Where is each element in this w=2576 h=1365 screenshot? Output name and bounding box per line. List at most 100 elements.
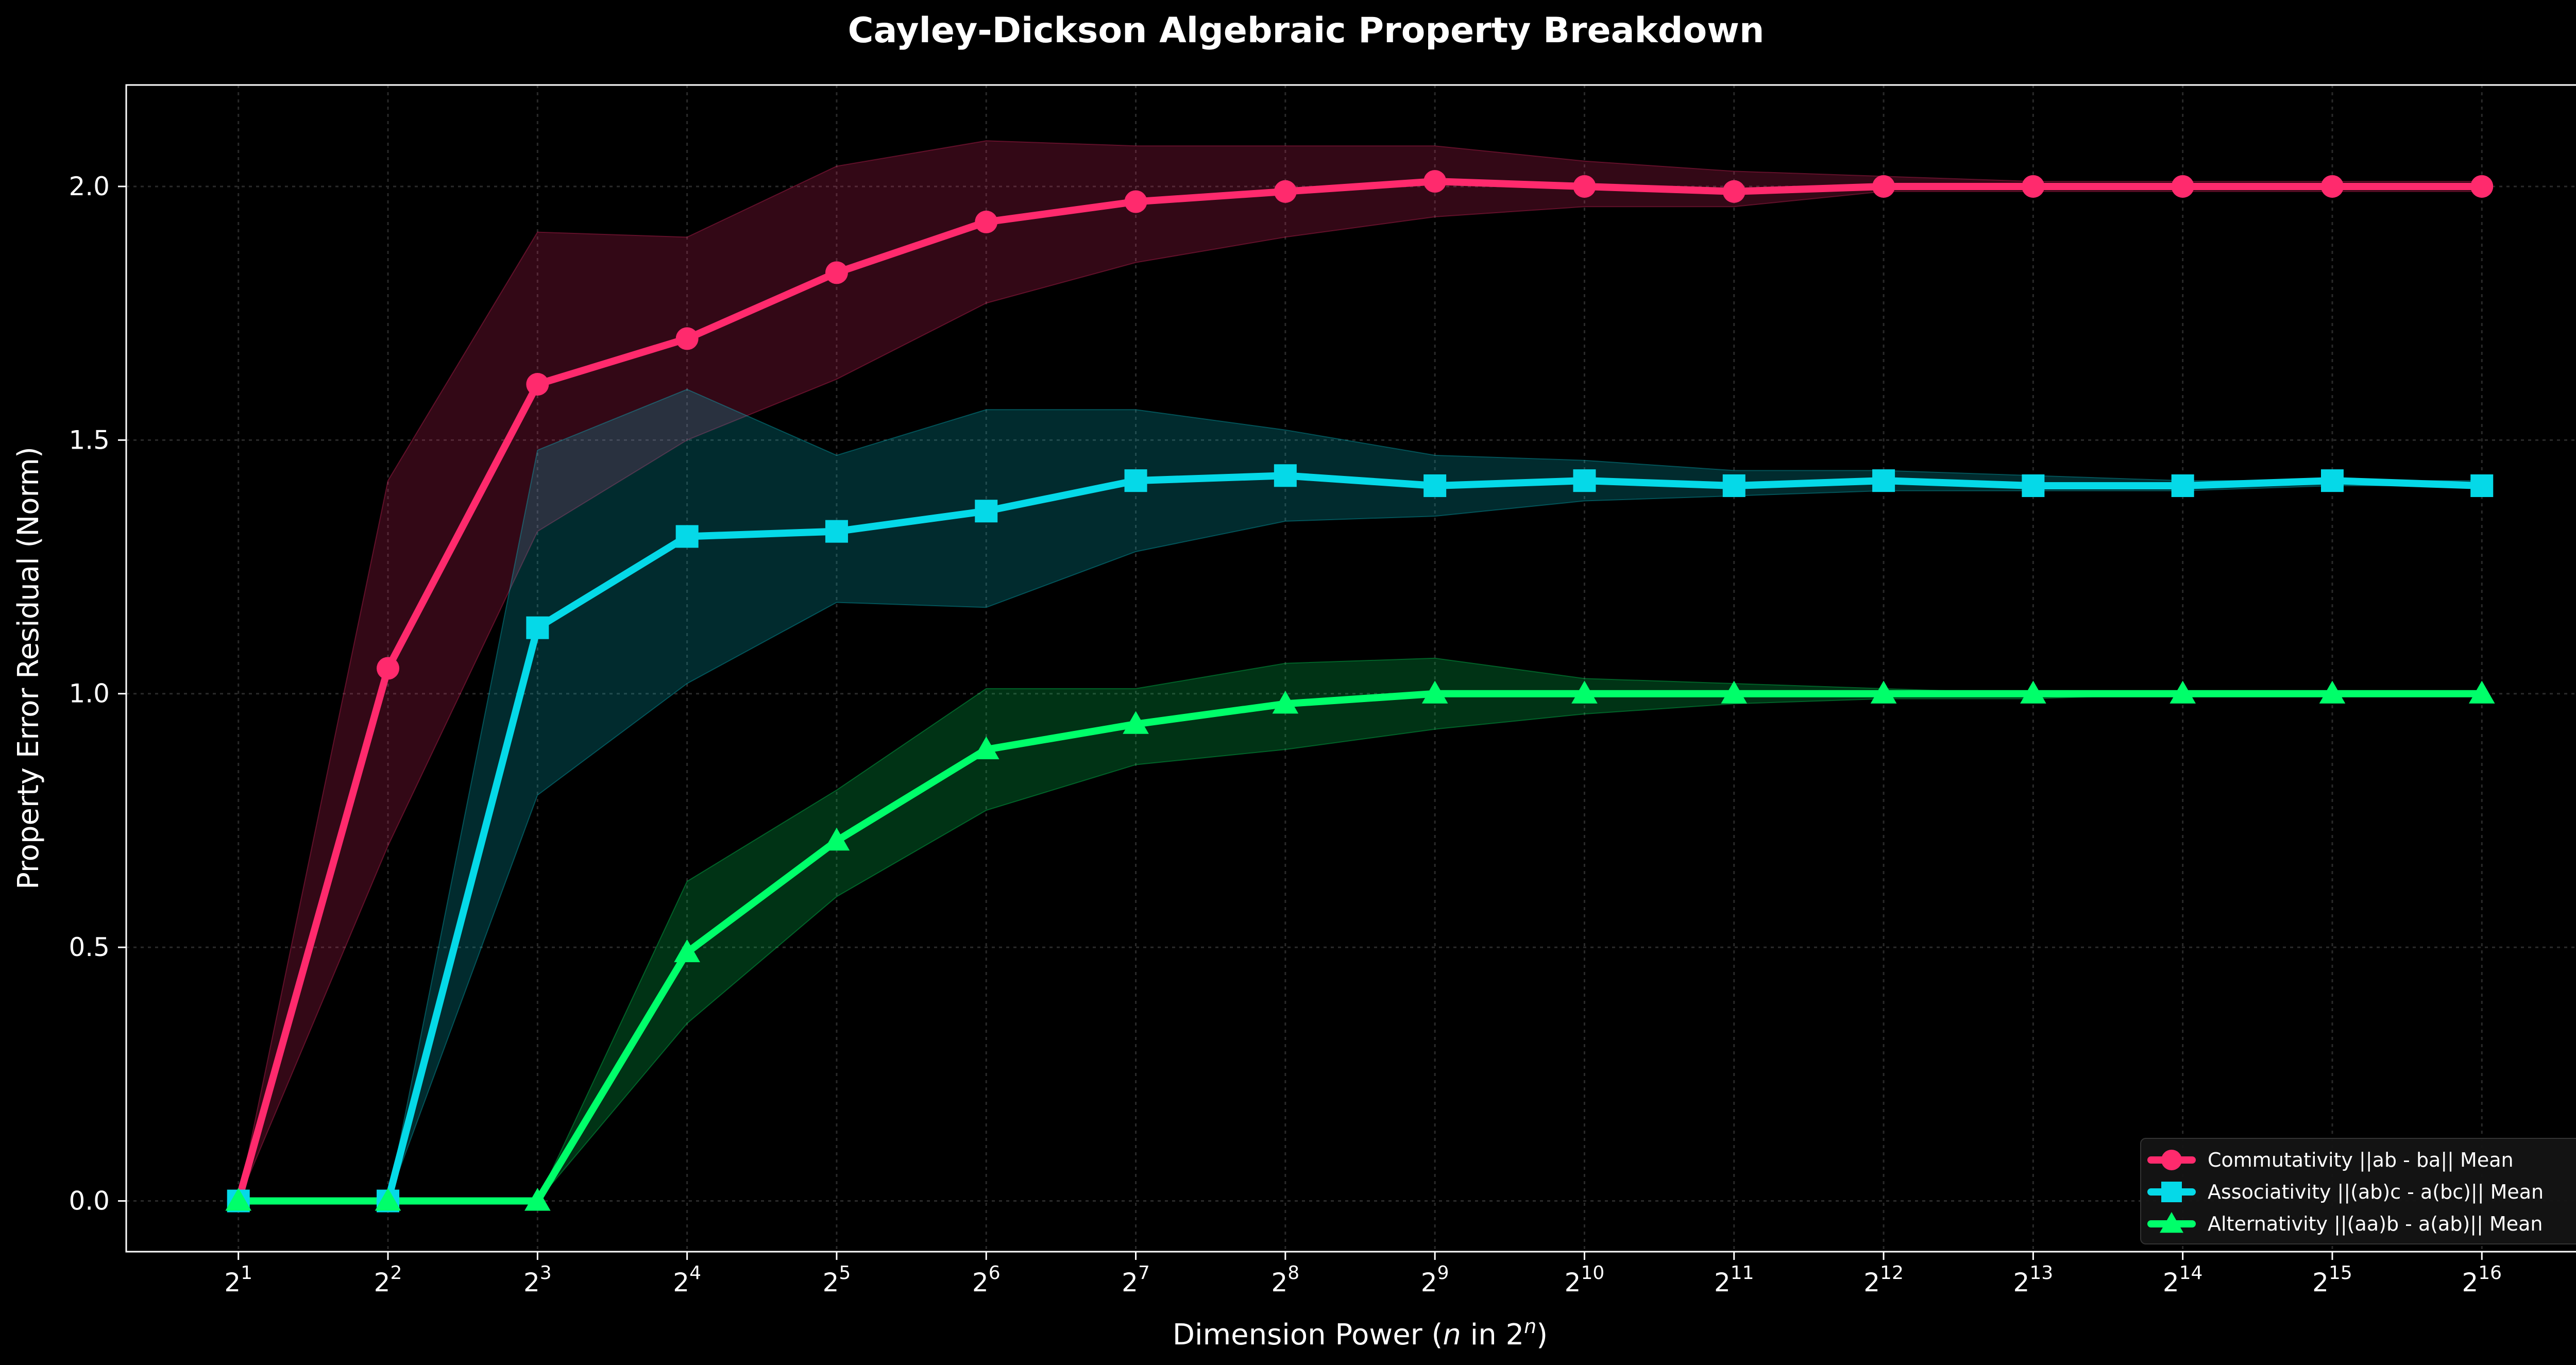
x-tick-label: 28 xyxy=(1271,1262,1299,1298)
commutativity-point xyxy=(825,261,848,284)
commutativity-point xyxy=(1722,180,1745,203)
associativity-point xyxy=(825,520,848,543)
x-tick-base: 2 xyxy=(2312,1268,2329,1298)
x-tick-exponent: 3 xyxy=(540,1262,552,1284)
x-tick-base: 2 xyxy=(1271,1268,1287,1298)
plot-frame xyxy=(125,84,2576,1253)
associativity-point xyxy=(675,525,699,548)
associativity-point xyxy=(1722,474,1745,497)
x-tick-label: 29 xyxy=(1421,1262,1449,1298)
alternativity-point xyxy=(375,1188,401,1211)
x-tick-label: 25 xyxy=(823,1262,851,1298)
alternativity-point xyxy=(2319,680,2346,704)
x-tick-base: 2 xyxy=(2163,1268,2179,1298)
x-tick-exponent: 7 xyxy=(1138,1262,1150,1284)
associativity-point xyxy=(1274,464,1297,487)
associativity-point xyxy=(1573,469,1596,492)
x-tick-base: 2 xyxy=(1122,1268,1138,1298)
x-tick-label: 24 xyxy=(673,1262,701,1298)
commutativity-point xyxy=(975,210,998,233)
x-tick-base: 2 xyxy=(2013,1268,2030,1298)
x-tick-base: 2 xyxy=(523,1268,540,1298)
x-tick-base: 2 xyxy=(972,1268,989,1298)
commutativity-point xyxy=(1423,170,1447,193)
x-axis-label: Dimension Power (n in 2n) xyxy=(1173,1315,1548,1352)
x-tick-label: 215 xyxy=(2312,1262,2352,1298)
y-tick-label: 0.5 xyxy=(69,932,110,962)
x-tick-exponent: 4 xyxy=(689,1262,701,1284)
x-tick-label: 212 xyxy=(1863,1262,1904,1298)
x-axis-label-start: Dimension Power ( xyxy=(1173,1318,1443,1352)
y-tick-label: 2.0 xyxy=(69,172,110,201)
x-tick-base: 2 xyxy=(2462,1268,2478,1298)
x-tick-base: 2 xyxy=(1863,1268,1880,1298)
associativity-point xyxy=(975,500,998,523)
commutativity-line xyxy=(234,178,2486,1205)
commutativity-point xyxy=(1274,180,1297,203)
alternativity-point xyxy=(2170,680,2196,704)
x-tick-label: 23 xyxy=(523,1262,552,1298)
x-tick-exponent: 12 xyxy=(1880,1262,1904,1284)
associativity-point xyxy=(526,616,549,639)
associativity-line xyxy=(234,472,2486,1205)
x-tick-exponent: 9 xyxy=(1437,1262,1449,1284)
x-tick-exponent: 2 xyxy=(390,1262,402,1284)
commutativity-point xyxy=(2171,175,2194,198)
chart-title: Cayley-Dickson Algebraic Property Breakd… xyxy=(848,10,1765,51)
x-tick-base: 2 xyxy=(1421,1268,1437,1298)
alternativity-point xyxy=(823,828,850,851)
x-tick-base: 2 xyxy=(673,1268,689,1298)
commutativity-point xyxy=(2022,175,2045,198)
associativity-legend-marker xyxy=(2161,1182,2182,1202)
alternativity-point xyxy=(225,1188,252,1211)
legend-box xyxy=(2140,1138,2576,1244)
alternativity-point xyxy=(1870,680,1897,704)
series-lines xyxy=(234,178,2486,1205)
legend: Commutativity ||ab - ba|| Mean Associativ… xyxy=(2140,1138,2576,1244)
y-axis-ticks: 0.0 0.5 1.0 1.5 2.0 xyxy=(69,172,126,1216)
associativity-point xyxy=(2320,469,2344,492)
x-tick-label: 22 xyxy=(374,1262,402,1298)
alternativity-point xyxy=(1721,680,1748,704)
y-tick-label: 1.5 xyxy=(69,425,110,455)
commutativity-point xyxy=(675,327,699,350)
x-tick-label: 26 xyxy=(972,1262,1001,1298)
commutativity-point xyxy=(377,657,400,680)
y-tick-label: 0.0 xyxy=(69,1186,110,1216)
x-tick-label: 211 xyxy=(1714,1262,1754,1298)
x-tick-exponent: 10 xyxy=(1581,1262,1604,1284)
x-tick-exponent: 11 xyxy=(1731,1262,1754,1284)
x-tick-exponent: 15 xyxy=(2329,1262,2352,1284)
x-tick-base: 2 xyxy=(224,1268,241,1298)
x-tick-exponent: 13 xyxy=(2029,1262,2053,1284)
x-tick-exponent: 14 xyxy=(2179,1262,2203,1284)
x-tick-label: 21 xyxy=(224,1262,252,1298)
x-tick-exponent: 1 xyxy=(241,1262,252,1284)
x-tick-exponent: 16 xyxy=(2478,1262,2502,1284)
associativity-point xyxy=(1124,469,1147,492)
x-tick-exponent: 8 xyxy=(1287,1262,1299,1284)
x-tick-label: 213 xyxy=(2013,1262,2054,1298)
alternativity-point xyxy=(1123,711,1149,734)
alternativity-error-band xyxy=(238,657,2482,1202)
x-tick-label: 27 xyxy=(1122,1262,1150,1298)
x-axis-label-end: ) xyxy=(1536,1318,1548,1352)
associativity-point xyxy=(2022,474,2045,497)
alternativity-point xyxy=(674,939,700,962)
commutativity-legend-marker xyxy=(2161,1150,2182,1170)
x-tick-base: 2 xyxy=(374,1268,391,1298)
commutativity-point xyxy=(2470,175,2494,198)
alternativity-point xyxy=(1571,680,1598,704)
x-tick-exponent: 6 xyxy=(989,1262,1001,1284)
x-tick-label: 216 xyxy=(2462,1262,2502,1298)
alternativity-legend-marker xyxy=(2160,1212,2183,1233)
series-markers xyxy=(225,170,2495,1213)
x-axis-label-middle: in 2 xyxy=(1461,1318,1524,1352)
x-tick-label: 210 xyxy=(1565,1262,1605,1298)
alternativity-line xyxy=(234,690,2486,1205)
alternativity-point xyxy=(973,736,999,760)
commutativity-legend-label: Commutativity ||ab - ba|| Mean xyxy=(2208,1149,2514,1172)
alternativity-point xyxy=(1272,691,1299,714)
